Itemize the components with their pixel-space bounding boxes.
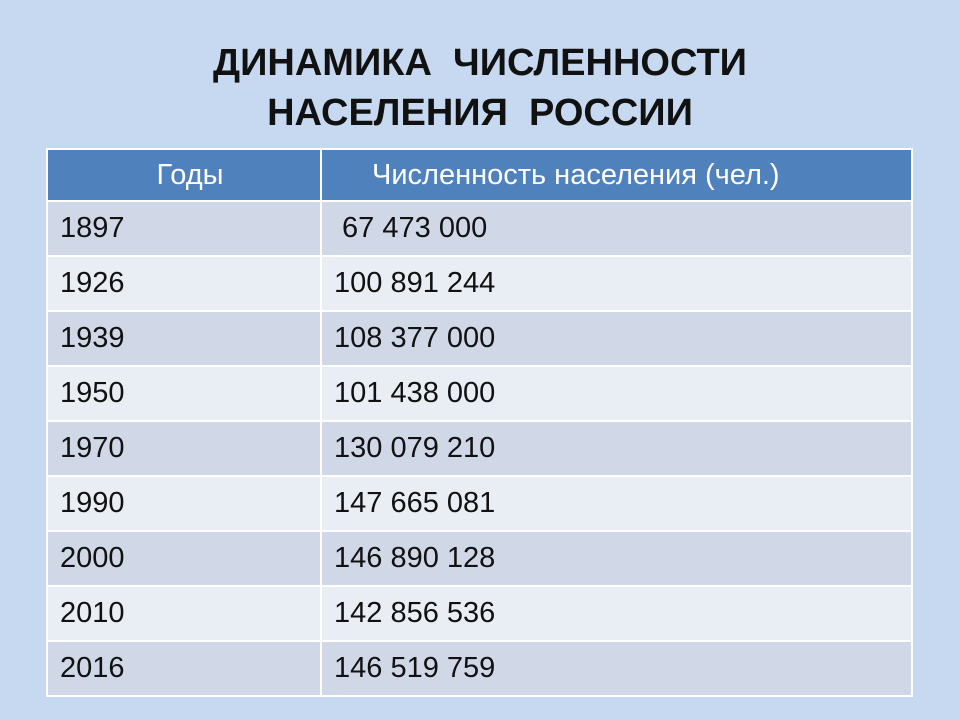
table-row: 1970 130 079 210 xyxy=(46,420,913,477)
population-cell: 100 891 244 xyxy=(320,255,913,312)
year-cell: 2010 xyxy=(46,585,322,642)
population-cell: 146 890 128 xyxy=(320,530,913,587)
population-cell: 130 079 210 xyxy=(320,420,913,477)
year-cell: 1897 xyxy=(46,200,322,257)
header-population: Численность населения (чел.) xyxy=(320,148,913,202)
table-row: 1926 100 891 244 xyxy=(46,255,913,312)
header-years: Годы xyxy=(46,148,322,202)
population-cell: 147 665 081 xyxy=(320,475,913,532)
title-line-1: ДИНАМИКА ЧИСЛЕННОСТИ xyxy=(213,42,747,84)
population-cell: 146 519 759 xyxy=(320,640,913,697)
year-cell: 1970 xyxy=(46,420,322,477)
population-table: Годы Численность населения (чел.) 1897 6… xyxy=(46,148,913,697)
table-row: 2010 142 856 536 xyxy=(46,585,913,642)
population-cell: 108 377 000 xyxy=(320,310,913,367)
table-row: 2016 146 519 759 xyxy=(46,640,913,697)
population-cell: 67 473 000 xyxy=(320,200,913,257)
table-row: 1897 67 473 000 xyxy=(46,200,913,257)
population-cell: 142 856 536 xyxy=(320,585,913,642)
table-row: 1950 101 438 000 xyxy=(46,365,913,422)
table-row: 1939 108 377 000 xyxy=(46,310,913,367)
year-cell: 2000 xyxy=(46,530,322,587)
year-cell: 2016 xyxy=(46,640,322,697)
title-line-2: НАСЕЛЕНИЯ РОССИИ xyxy=(267,92,693,134)
year-cell: 1926 xyxy=(46,255,322,312)
page-title: ДИНАМИКА ЧИСЛЕННОСТИ НАСЕЛЕНИЯ РОССИИ xyxy=(0,38,960,138)
year-cell: 1990 xyxy=(46,475,322,532)
year-cell: 1950 xyxy=(46,365,322,422)
year-cell: 1939 xyxy=(46,310,322,367)
table-row: 1990 147 665 081 xyxy=(46,475,913,532)
population-cell: 101 438 000 xyxy=(320,365,913,422)
table-row: 2000 146 890 128 xyxy=(46,530,913,587)
header-row: Годы Численность населения (чел.) xyxy=(46,148,913,202)
